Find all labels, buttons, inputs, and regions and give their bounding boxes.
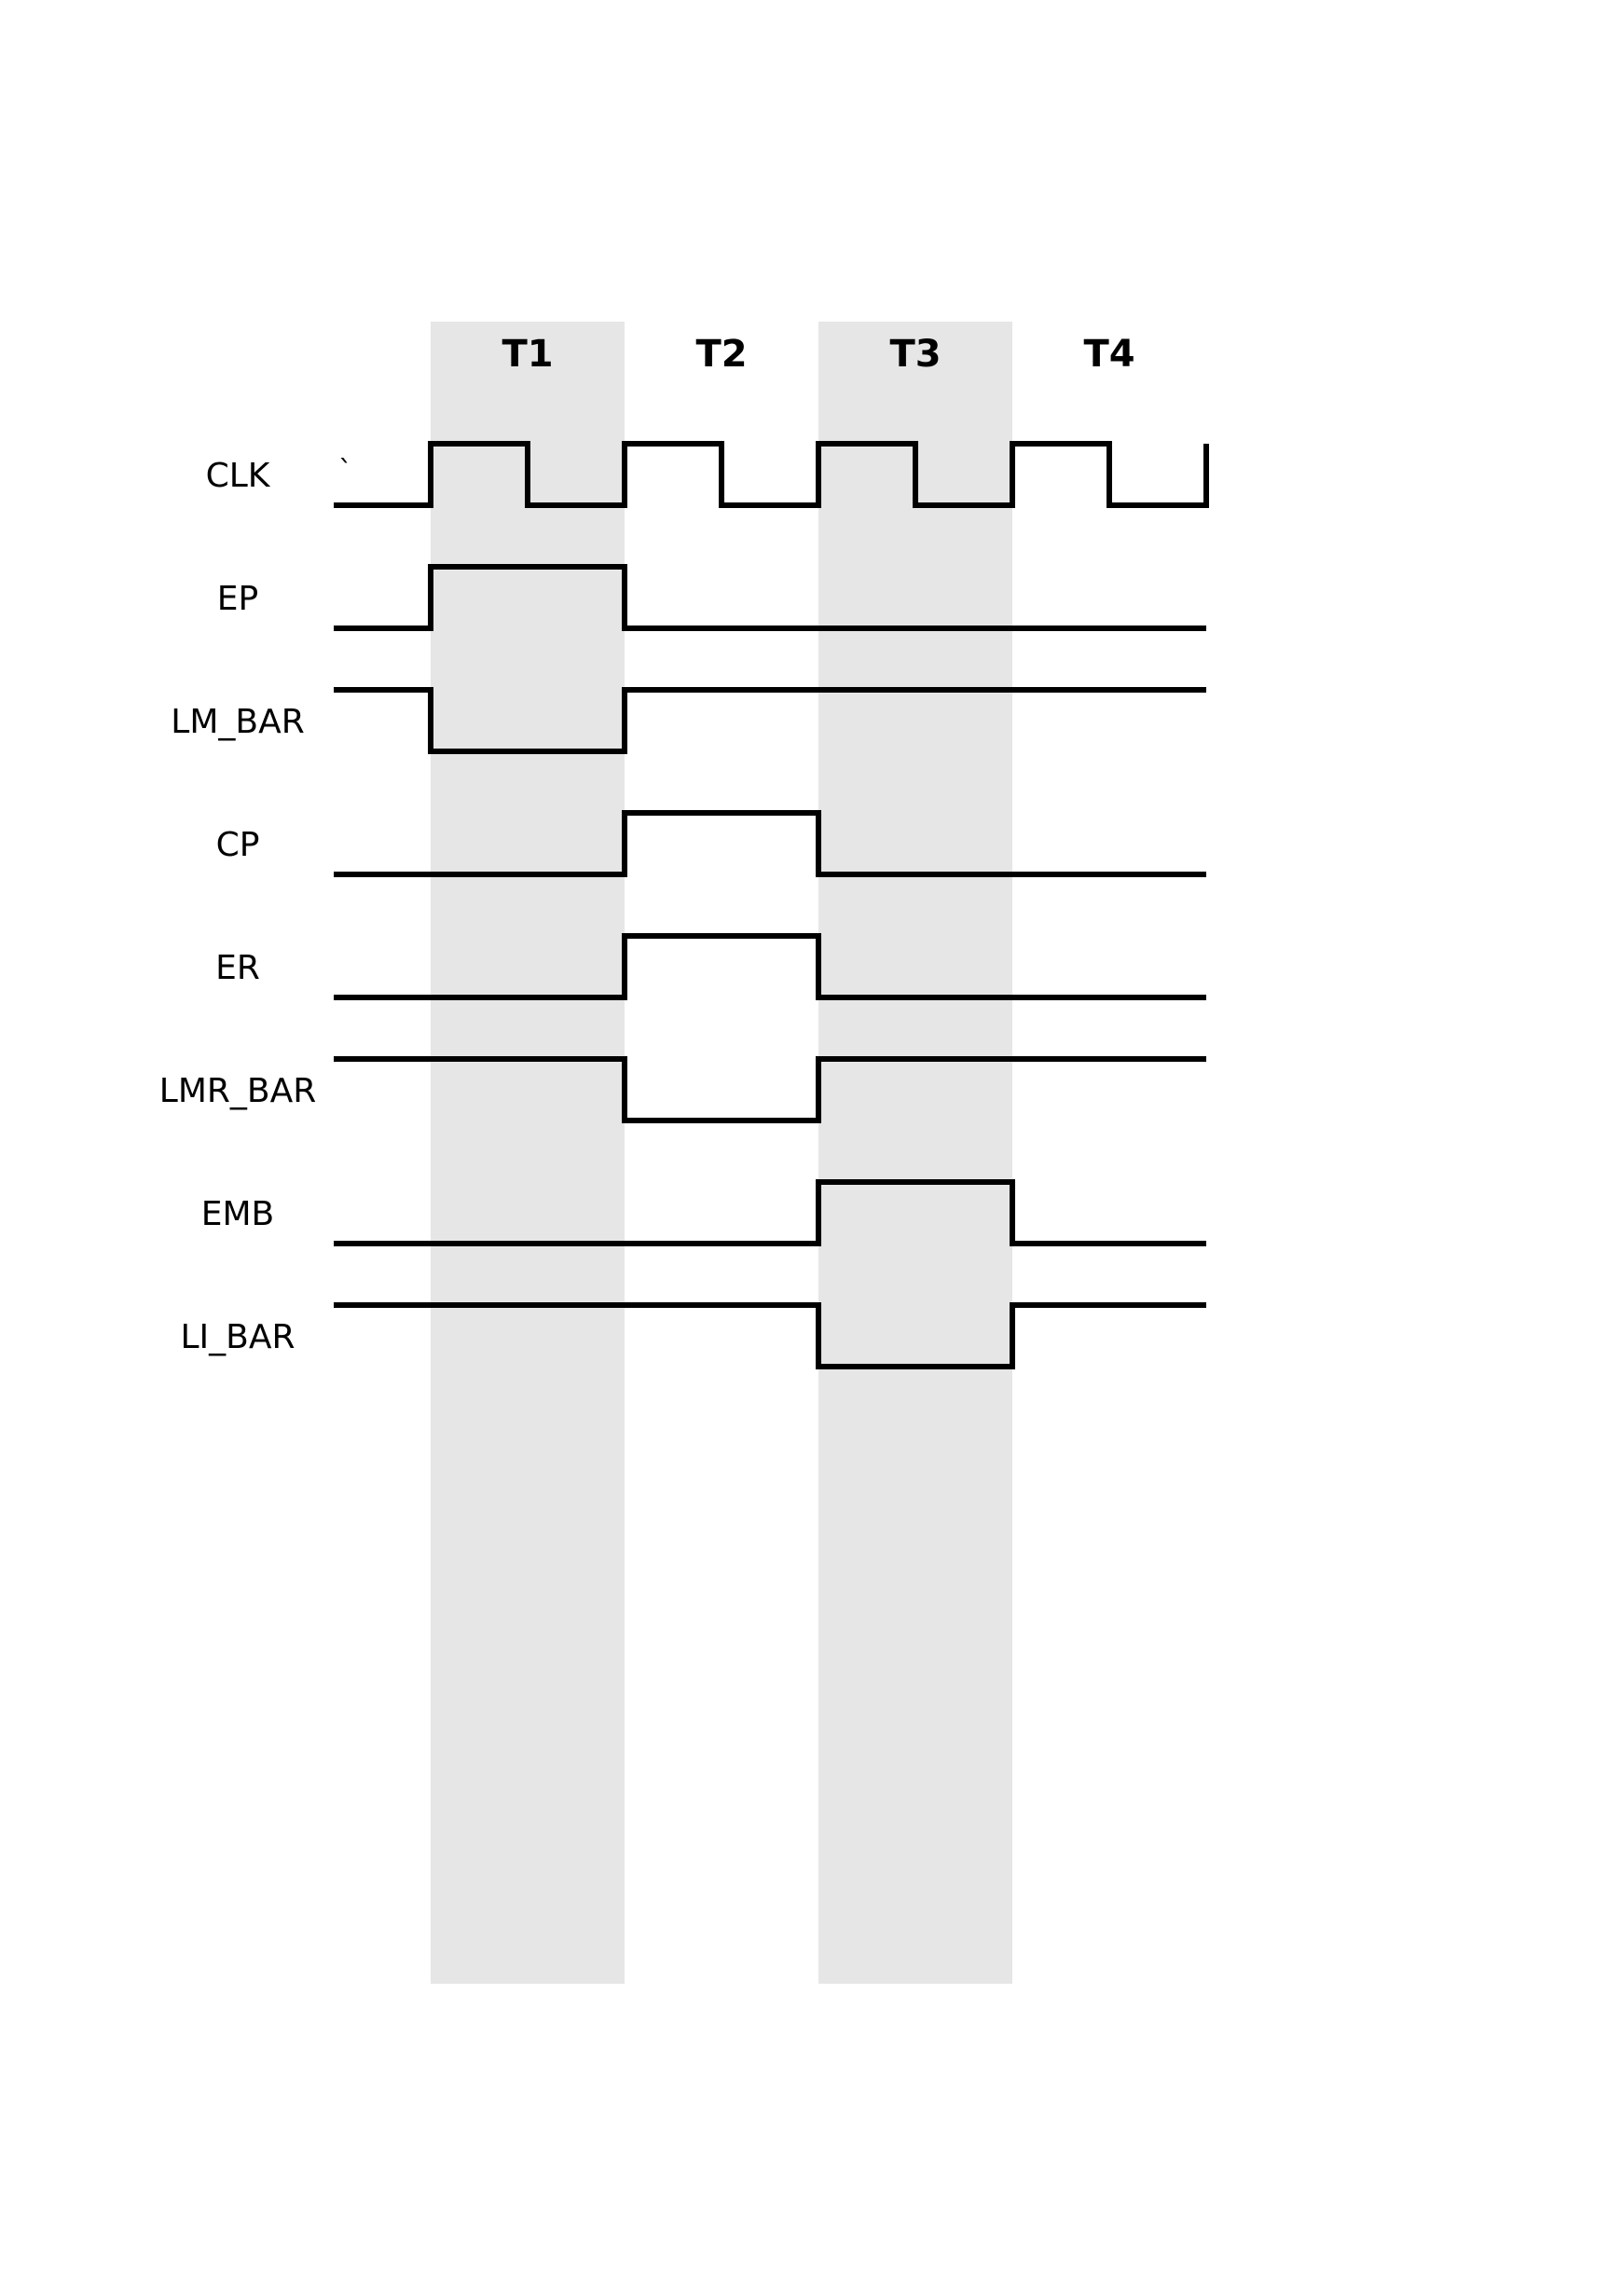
phase-label-t2: T2: [695, 333, 747, 376]
waveform-emb: [334, 1179, 1206, 1246]
signal-waveforms: [334, 441, 1209, 1369]
signal-label-clk: CLK: [206, 457, 271, 495]
phase-band-t3: [818, 322, 1012, 1984]
clock-tick-mark: `: [338, 455, 352, 488]
phase-band-t1: [431, 322, 625, 1984]
waveform-clk: [334, 441, 1209, 508]
phase-label-t1: T1: [502, 333, 553, 376]
waveform-ep: [334, 564, 1206, 631]
phase-label-t4: T4: [1083, 333, 1134, 376]
phase-label-t3: T3: [889, 333, 941, 376]
waveform-cp: [334, 810, 1206, 877]
signal-label-lmr-bar: LMR_BAR: [159, 1072, 316, 1110]
signal-label-li-bar: LI_BAR: [180, 1318, 295, 1356]
signal-label-ep: EP: [217, 580, 258, 618]
waveform-li-bar: [334, 1302, 1206, 1369]
waveform-er: [334, 933, 1206, 1000]
signal-label-cp: CP: [216, 826, 260, 864]
phase-labels: T1 T2 T3 T4: [502, 333, 1134, 376]
signal-label-er: ER: [215, 949, 260, 987]
waveform-lm-bar: [334, 687, 1206, 754]
signal-label-lm-bar: LM_BAR: [171, 703, 304, 741]
signal-labels: CLK EP LM_BAR CP ER LMR_BAR EMB LI_BAR: [159, 457, 316, 1356]
phase-bands: [431, 322, 1012, 1984]
waveform-lmr-bar: [334, 1056, 1206, 1123]
signal-label-emb: EMB: [201, 1195, 275, 1233]
